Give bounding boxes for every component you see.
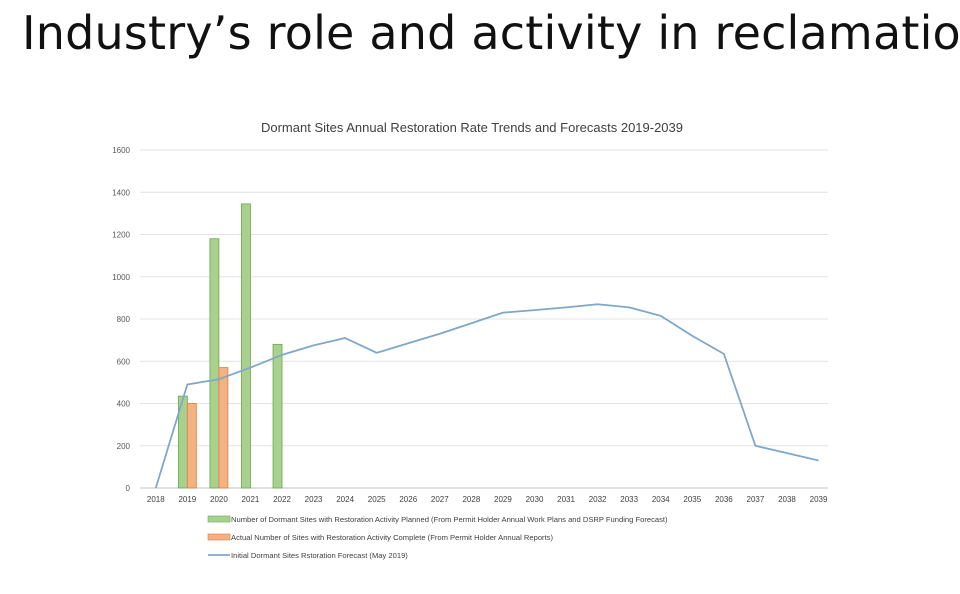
x-tick-label: 2027 [431,495,449,504]
legend-label: Number of Dormant Sites with Restoration… [231,515,668,524]
x-tick-label: 2037 [747,495,765,504]
y-axis-ticks: 0 200 400 600 800 1000 1200 1400 1600 [112,146,130,493]
chart-title: Dormant Sites Annual Restoration Rate Tr… [261,120,683,135]
bar-planned [209,238,220,489]
bar-planned [272,343,283,489]
x-tick-label: 2018 [147,495,165,504]
y-tick-label: 400 [117,400,131,409]
legend-label: Initial Dormant Sites Rstoration Forecas… [231,551,408,560]
legend-swatch [207,515,231,523]
x-tick-label: 2028 [462,495,480,504]
x-tick-label: 2026 [399,495,417,504]
x-tick-label: 2030 [526,495,544,504]
bars [177,203,283,489]
x-tick-label: 2036 [715,495,733,504]
x-tick-label: 2021 [242,495,260,504]
x-tick-label: 2025 [368,495,386,504]
legend-swatch [207,533,231,541]
bar-planned [241,203,251,489]
x-tick-label: 2023 [305,495,323,504]
x-tick-label: 2032 [589,495,607,504]
x-tick-label: 2022 [273,495,291,504]
slide-title: Industry’s role and activity in reclamat… [22,6,960,60]
y-tick-label: 200 [117,442,131,451]
y-tick-label: 1000 [112,273,130,282]
chart-container: Dormant Sites Annual Restoration Rate Tr… [100,108,845,578]
forecast-line [154,303,819,489]
x-tick-label: 2031 [557,495,575,504]
x-tick-label: 2020 [210,495,228,504]
bar-actual [218,367,229,489]
x-tick-label: 2029 [494,495,512,504]
y-tick-label: 1400 [112,188,130,197]
x-tick-label: 2034 [652,495,670,504]
forecast-line-path [154,303,819,489]
legend-label: Actual Number of Sites with Restoration … [231,533,553,542]
y-tick-label: 1600 [112,146,130,155]
x-tick-label: 2033 [620,495,638,504]
bar-actual [186,403,197,489]
x-axis-ticks: 2018 2019 2020 2021 2022 2023 2024 2025 2026 2027… [147,495,828,504]
restoration-chart: Dormant Sites Annual Restoration Rate Tr… [112,120,828,560]
x-tick-label: 2019 [178,495,196,504]
legend: Number of Dormant Sites with Restoration… [207,515,668,560]
y-tick-label: 0 [126,484,131,493]
y-tick-label: 800 [117,315,131,324]
x-tick-label: 2024 [336,495,354,504]
x-tick-label: 2035 [683,495,701,504]
x-tick-label: 2039 [810,495,828,504]
y-tick-label: 600 [117,357,131,366]
x-tick-label: 2038 [778,495,796,504]
y-tick-label: 1200 [112,231,130,240]
